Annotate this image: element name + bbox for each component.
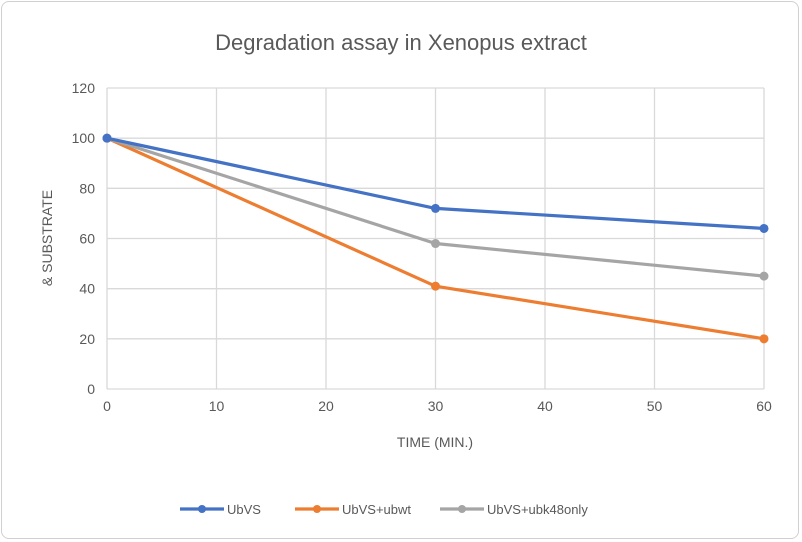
x-tick-label: 10	[209, 398, 225, 414]
legend-label: UbVS	[227, 502, 261, 517]
y-tick-label: 80	[79, 180, 95, 196]
legend-label: UbVS+ubwt	[342, 502, 411, 517]
data-point	[431, 281, 440, 291]
x-tick-label: 30	[428, 398, 444, 414]
y-tick-label: 100	[72, 130, 96, 146]
data-point	[759, 271, 769, 281]
legend: UbVS UbVS+ubwt UbVS+ubk48only	[180, 502, 588, 517]
data-point	[759, 223, 769, 233]
y-tick-label: 0	[87, 381, 95, 397]
data-point	[431, 239, 440, 249]
legend-swatch-marker	[458, 505, 466, 513]
gridlines	[106, 87, 765, 390]
tick-labels: 0 20 40 60 80 100 120 0 10 20 30 40 50 60	[72, 80, 772, 414]
chart-title: Degradation assay in Xenopus extract	[215, 30, 587, 55]
x-axis-label: TIME (MIN.)	[397, 434, 473, 450]
data-point	[759, 334, 769, 344]
series-lines	[102, 133, 769, 344]
y-tick-label: 20	[79, 331, 95, 347]
legend-swatch-marker	[198, 505, 206, 513]
data-point	[102, 133, 112, 143]
legend-label: UbVS+ubk48only	[487, 502, 588, 517]
x-tick-label: 50	[647, 398, 663, 414]
y-tick-label: 40	[79, 281, 95, 297]
y-tick-label: 60	[79, 231, 95, 247]
x-tick-label: 60	[756, 398, 772, 414]
data-point	[431, 203, 440, 213]
y-axis-label: & SUBSTRATE	[39, 190, 55, 286]
x-tick-label: 0	[103, 398, 111, 414]
x-tick-label: 40	[537, 398, 553, 414]
x-tick-label: 20	[318, 398, 334, 414]
y-tick-label: 120	[72, 80, 96, 96]
legend-swatch-marker	[313, 505, 321, 513]
